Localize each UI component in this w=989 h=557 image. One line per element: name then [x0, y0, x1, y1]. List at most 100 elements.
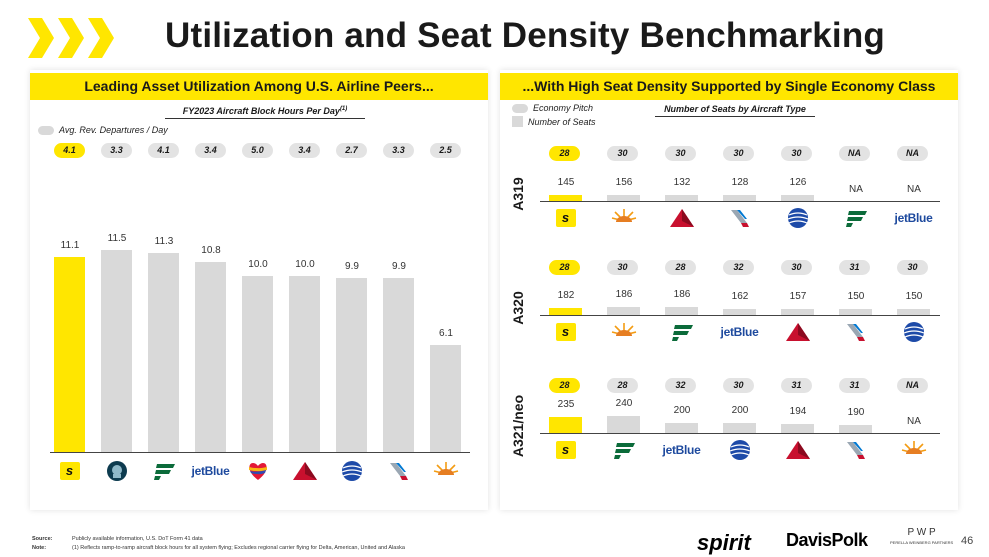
economy-pitch-pill: 30: [723, 146, 754, 161]
economy-pitch-pill: 30: [607, 146, 638, 161]
seat-density-panel: ...With High Seat Density Supported by S…: [500, 70, 958, 510]
economy-pitch-pill: 30: [723, 378, 754, 393]
departures-pill: 3.3: [383, 143, 414, 158]
departures-pill: 3.3: [101, 143, 132, 158]
seat-count-label: 186: [673, 289, 691, 301]
sun-country-logo: [609, 205, 639, 231]
aircraft-type-label: A321/neo: [510, 394, 526, 458]
jetblue-wordmark: jetBlue: [720, 325, 759, 339]
economy-pitch-pill: NA: [839, 146, 870, 161]
economy-pitch-pill: 28: [549, 260, 580, 275]
spirit-logo: s: [551, 437, 581, 463]
united-logo: [337, 458, 367, 484]
chevron-arrows-icon: [28, 18, 114, 58]
seat-count-bar: [839, 424, 872, 433]
seat-count-label: 150: [847, 291, 865, 302]
note-label: Note:: [32, 545, 47, 551]
frontier-logo: [149, 458, 179, 484]
block-hours-bar: [148, 253, 179, 452]
page-title: Utilization and Seat Density Benchmarkin…: [165, 16, 886, 55]
american-logo: [384, 458, 414, 484]
spirit-letter: s: [555, 323, 576, 341]
seat-count-bar: [549, 417, 582, 433]
row-divider: [540, 315, 940, 316]
pwp-subtext: PERELLA WEINBERG PARTNERS: [890, 540, 954, 545]
row-divider: [540, 433, 940, 434]
alaska-logo: [102, 458, 132, 484]
seat-count-bar: [665, 195, 698, 201]
jetblue-logo: jetBlue: [717, 319, 763, 345]
legend-square-icon: [512, 116, 523, 127]
jetblue-logo: jetBlue: [659, 437, 705, 463]
seat-count-bar: [781, 195, 814, 201]
seat-count-bar: [723, 309, 756, 315]
seat-count-label: 186: [615, 289, 633, 301]
economy-pitch-pill: 30: [665, 146, 696, 161]
block-hours-bar: [336, 277, 367, 452]
source-text: Publicly available information, U.S. DoT…: [72, 536, 203, 542]
economy-pitch-pill: NA: [897, 146, 928, 161]
seat-count-label: 126: [789, 177, 807, 188]
frontier-logo: [667, 319, 697, 345]
economy-pitch-pill: 30: [781, 260, 812, 275]
seat-count-bar: [607, 307, 640, 315]
aircraft-type-label: A319: [510, 177, 526, 211]
american-logo: [725, 205, 755, 231]
block-hours-value-label: 11.3: [154, 236, 174, 248]
legend-oval-icon: [512, 103, 528, 113]
jetblue-wordmark: jetBlue: [191, 464, 230, 478]
spirit-logo: s: [551, 319, 581, 345]
seat-count-label: NA: [907, 416, 921, 427]
pitch-legend: Economy Pitch: [512, 103, 593, 113]
seat-count-bar: [723, 195, 756, 201]
seat-count-label: 200: [731, 405, 749, 417]
departures-legend-label: Avg. Rev. Departures / Day: [59, 125, 168, 135]
row-divider: [540, 201, 940, 202]
note-text: (1) Reflects ramp-to-ramp aircraft block…: [72, 545, 405, 551]
spirit-letter: s: [59, 462, 80, 480]
departures-pill: 3.4: [289, 143, 320, 158]
seat-count-bar: [549, 195, 582, 201]
departures-pill: 4.1: [148, 143, 179, 158]
economy-pitch-pill: 28: [549, 146, 580, 161]
american-logo: [841, 437, 871, 463]
economy-pitch-pill: NA: [897, 378, 928, 393]
seat-count-bar: [781, 424, 814, 433]
economy-pitch-pill: 28: [607, 378, 638, 393]
seat-count-bar: [723, 423, 756, 433]
delta-logo: [290, 458, 320, 484]
block-hours-bar: [195, 261, 226, 452]
block-hours-value-label: 11.1: [60, 239, 80, 251]
frontier-logo: [841, 205, 871, 231]
legend-oval-icon: [38, 125, 54, 135]
page-number: 46: [961, 535, 974, 547]
axis-divider: [50, 452, 470, 453]
seat-count-label: NA: [907, 184, 921, 195]
economy-pitch-pill: 32: [723, 260, 754, 275]
footer-note: Note: (1) Reflects ramp-to-ramp aircraft …: [32, 545, 405, 551]
seat-count-bar: [607, 416, 640, 433]
seat-count-label: 162: [731, 291, 749, 302]
footer-source: Source: Publicly available information, U…: [32, 536, 203, 542]
departures-pill: 2.7: [336, 143, 367, 158]
jetblue-wordmark: jetBlue: [894, 211, 933, 225]
block-hours-value-label: 10.0: [295, 259, 315, 270]
spirit-logo: s: [551, 205, 581, 231]
block-hours-bar: [289, 276, 320, 452]
departures-pill: 3.4: [195, 143, 226, 158]
seat-count-label: 182: [557, 289, 575, 301]
block-hours-bar: [101, 249, 132, 452]
block-hours-subtitle: FY2023 Aircraft Block Hours Per Day(1): [165, 106, 365, 119]
subtitle-footnote: (1): [339, 106, 348, 112]
economy-pitch-pill: 28: [549, 378, 580, 393]
jetblue-wordmark: jetBlue: [662, 443, 701, 457]
departures-pill: 4.1: [54, 143, 85, 158]
united-logo: [899, 319, 929, 345]
sun-country-logo: [609, 319, 639, 345]
seat-count-label: 190: [847, 406, 865, 418]
seat-count-bar: [549, 307, 582, 315]
seat-count-label: 200: [673, 405, 691, 417]
departures-legend: Avg. Rev. Departures / Day: [38, 125, 168, 135]
seat-count-label: NA: [849, 184, 863, 195]
economy-pitch-pill: 30: [781, 146, 812, 161]
